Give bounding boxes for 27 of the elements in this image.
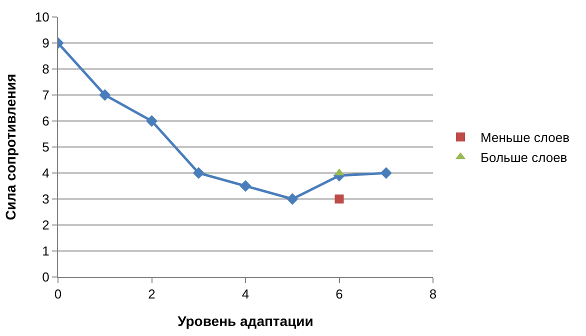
x-tick-label: 2	[148, 286, 156, 302]
point	[192, 167, 204, 179]
y-tick-label: 2	[42, 218, 50, 233]
y-tick-label: 7	[42, 88, 50, 103]
x-tick-label: 0	[54, 286, 62, 302]
y-tick-label: 10	[34, 10, 50, 25]
x-tick-label: 4	[242, 286, 250, 302]
y-tick-label: 1	[42, 244, 50, 259]
y-axis-title: Сила сопротивления	[2, 74, 19, 220]
y-tick-label: 3	[42, 192, 50, 207]
y-tick-label: 9	[42, 36, 50, 51]
y-tick-label: 5	[42, 140, 50, 155]
point	[99, 89, 111, 101]
y-tick-label: 0	[42, 270, 50, 285]
point	[334, 194, 344, 204]
point	[380, 167, 392, 179]
y-tick-label: 4	[42, 166, 50, 181]
legend-label: Больше слоев	[480, 150, 568, 165]
point	[286, 193, 298, 205]
x-tick-label: 8	[429, 286, 437, 302]
legend-label: Меньше слоев	[480, 130, 570, 146]
x-axis-title: Уровень адаптации	[178, 312, 314, 329]
y-tick-label: 8	[42, 62, 50, 77]
x-tick-label: 6	[336, 286, 343, 302]
y-tick-label: 6	[42, 114, 50, 129]
point	[146, 115, 158, 127]
point	[240, 180, 252, 192]
